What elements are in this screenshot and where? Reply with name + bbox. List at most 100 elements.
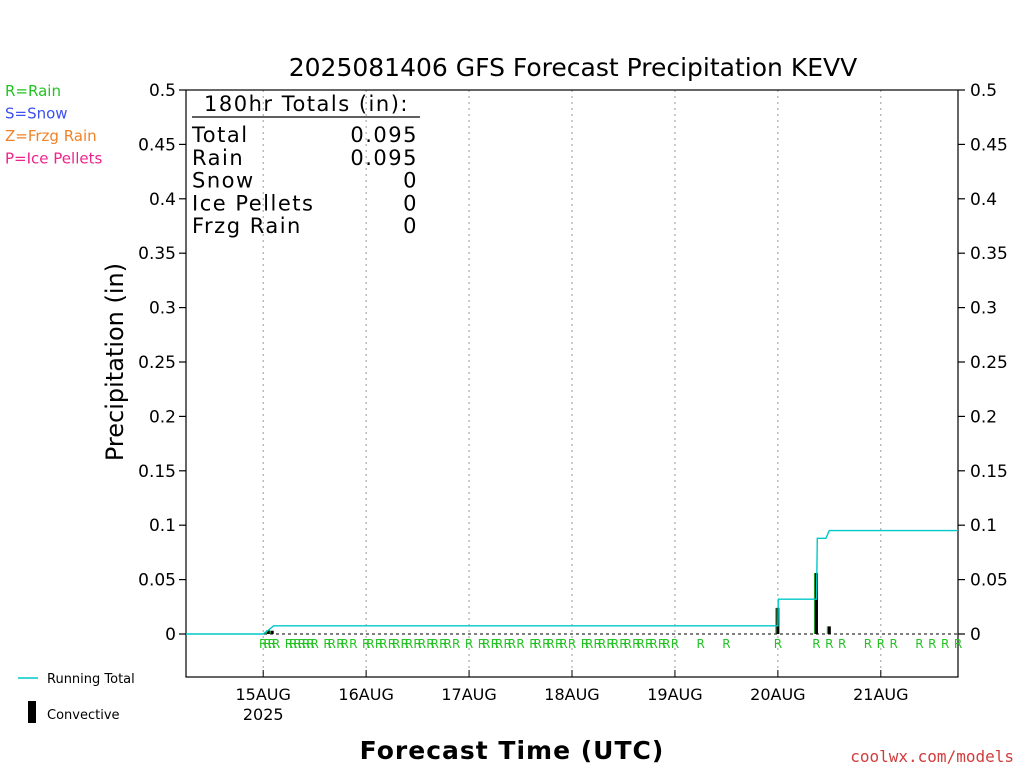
y-ticks-right: 0 0.05 0.1 0.15 0.2 0.25 0.3 0.35 0.4 0.45 0.5: [958, 81, 1008, 645]
precip-mark-60: R: [671, 637, 679, 651]
precip-mark-43: R: [555, 637, 563, 651]
precip-mark-68: R: [877, 637, 885, 651]
precip-mark-49: R: [598, 637, 606, 651]
precip-mark-30: R: [452, 637, 460, 651]
y-tick-label-left-7: 0.35: [138, 244, 176, 264]
precip-mark-70: R: [915, 637, 923, 651]
precip-mark-14: R: [341, 637, 349, 651]
y-tick-label-left-5: 0.25: [138, 353, 176, 373]
totals-heading: 180hr Totals (in):: [204, 92, 409, 116]
legend-type-1: S=Snow: [5, 105, 68, 123]
credit-text: coolwx.com/models: [850, 747, 1014, 766]
precip-mark-39: R: [529, 637, 537, 651]
precip-mark-56: R: [645, 637, 653, 651]
precip-mark-3: R: [272, 637, 280, 651]
legend-type-0: R=Rain: [5, 82, 61, 100]
convective-bar-3: [814, 573, 818, 634]
precip-mark-32: R: [478, 637, 486, 651]
precip-mark-24: R: [413, 637, 421, 651]
totals-label-0: Total: [191, 123, 249, 147]
y-axis-label-group: Precipitation (in): [101, 263, 129, 461]
precip-mark-40: R: [534, 637, 542, 651]
precip-mark-47: R: [585, 637, 593, 651]
precip-mark-38: R: [516, 637, 524, 651]
totals-value-3: 0: [403, 191, 418, 215]
precip-mark-26: R: [426, 637, 434, 651]
precip-mark-52: R: [619, 637, 627, 651]
legend-label-0: Running Total: [47, 672, 135, 687]
x-tick-label-1: 16AUG: [338, 685, 393, 704]
precip-mark-64: R: [812, 637, 820, 651]
totals-value-2: 0: [403, 169, 418, 193]
precip-mark-21: R: [392, 637, 400, 651]
precip-mark-1: R: [263, 637, 271, 651]
y-tick-label-right-1: 0.05: [970, 571, 1008, 591]
precip-mark-17: R: [366, 637, 374, 651]
precip-mark-33: R: [482, 637, 490, 651]
precip-mark-37: R: [508, 637, 516, 651]
convective-bar-4: [827, 626, 831, 634]
y-tick-label-left-4: 0.2: [149, 407, 176, 427]
series-legend: Running Total Convective: [18, 672, 135, 723]
precip-mark-57: R: [649, 637, 657, 651]
precip-mark-5: R: [289, 637, 297, 651]
x-tick-label-0: 15AUG: [235, 685, 290, 704]
precip-mark-72: R: [941, 637, 949, 651]
y-ticks-left: 0 0.05 0.1 0.15 0.2 0.25 0.3 0.35 0.4 0.45 0.5: [138, 81, 186, 645]
x-axis-label: Forecast Time (UTC): [360, 736, 665, 765]
precip-mark-28: R: [439, 637, 447, 651]
y-tick-label-left-6: 0.3: [149, 299, 176, 319]
y-tick-label-right-10: 0.5: [970, 81, 997, 101]
precip-mark-50: R: [606, 637, 614, 651]
y-tick-label-left-9: 0.45: [138, 135, 176, 155]
precip-mark-34: R: [491, 637, 499, 651]
y-tick-label-right-0: 0: [970, 625, 981, 645]
precip-mark-54: R: [632, 637, 640, 651]
chart-title: 2025081406 GFS Forecast Precipitation KE…: [289, 53, 857, 82]
precip-mark-19: R: [379, 637, 387, 651]
precip-mark-9: R: [306, 637, 314, 651]
precip-mark-25: R: [418, 637, 426, 651]
precip-mark-65: R: [825, 637, 833, 651]
precip-mark-53: R: [624, 637, 632, 651]
x-tick-label-6: 21AUG: [853, 685, 908, 704]
x-tick-label-4: 19AUG: [647, 685, 702, 704]
totals-label-3: Ice Pellets: [192, 191, 314, 215]
precip-mark-51: R: [611, 637, 619, 651]
precip-mark-71: R: [928, 637, 936, 651]
totals-value-1: 0.095: [350, 146, 418, 170]
y-tick-label-right-9: 0.45: [970, 135, 1008, 155]
x-tick-label-2: 17AUG: [441, 685, 496, 704]
rain-bar-edge-1: [269, 630, 271, 634]
totals-label-1: Rain: [192, 146, 244, 170]
x-tick-label-5: 20AUG: [750, 685, 805, 704]
legend-label-1: Convective: [47, 708, 120, 723]
y-tick-label-right-4: 0.2: [970, 407, 997, 427]
y-tick-label-right-3: 0.15: [970, 462, 1008, 482]
y-tick-label-left-1: 0.05: [138, 571, 176, 591]
precip-mark-42: R: [546, 637, 554, 651]
x-tick-sublabel-0: 2025: [243, 705, 284, 724]
precip-mark-11: R: [323, 637, 331, 651]
y-axis-label: Precipitation (in): [101, 263, 129, 461]
precip-mark-67: R: [864, 637, 872, 651]
running-total-line: [186, 529, 958, 635]
precip-mark-46: R: [581, 637, 589, 651]
precip-mark-7: R: [298, 637, 306, 651]
precip-mark-12: R: [328, 637, 336, 651]
plot-frame: [185, 89, 959, 678]
precip-mark-31: R: [465, 637, 473, 651]
precip-mark-22: R: [401, 637, 409, 651]
precip-mark-13: R: [336, 637, 344, 651]
precip-mark-35: R: [495, 637, 503, 651]
rain-bar-edge-3: [813, 573, 815, 634]
precip-mark-4: R: [285, 637, 293, 651]
precip-mark-10: R: [310, 637, 318, 651]
rain-bar-edge-4: [826, 626, 828, 634]
precip-mark-16: R: [362, 637, 370, 651]
rain-bar-edge-2: [775, 607, 777, 634]
precip-mark-66: R: [838, 637, 846, 651]
precip-mark-27: R: [431, 637, 439, 651]
